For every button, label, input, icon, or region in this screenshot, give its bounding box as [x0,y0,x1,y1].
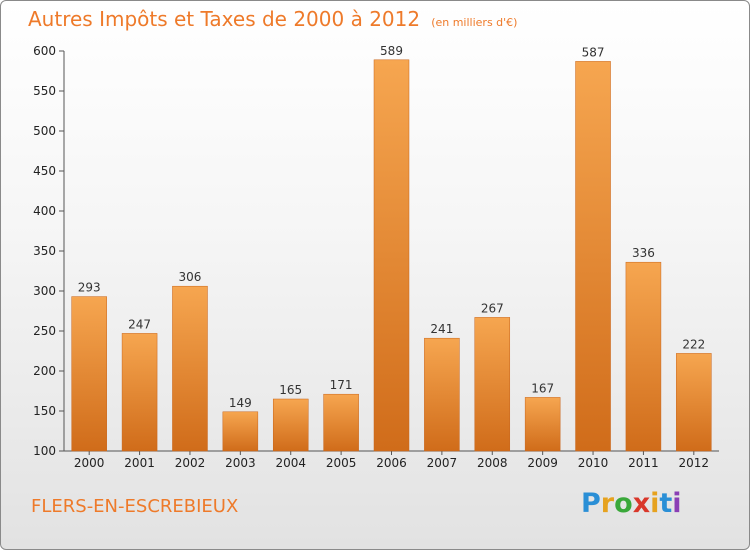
data-label-2009: 167 [531,381,554,395]
bar-2006 [373,59,410,452]
data-label-2002: 306 [179,270,202,284]
x-tick-label-2002: 2002 [175,456,206,470]
y-tick-label: 550 [33,84,56,98]
bar-2001 [121,333,158,452]
data-label-2004: 165 [279,383,302,397]
data-label-2005: 171 [330,378,353,392]
bar-2000 [71,296,107,452]
data-label-2007: 241 [430,322,453,336]
x-tick-label-2012: 2012 [679,456,710,470]
bar-2007 [424,337,460,452]
logo-letter: x [632,488,651,519]
logo-letter: t [659,488,673,519]
chart-title: Autres Impôts et Taxes de 2000 à 2012 [28,7,421,31]
y-tick-label: 350 [33,244,56,258]
data-label-2008: 267 [481,301,504,315]
x-tick-label-2004: 2004 [275,456,306,470]
x-tick-label-2001: 2001 [124,456,155,470]
bar-2002 [172,285,208,452]
x-tick-label-2008: 2008 [477,456,508,470]
x-tick-label-2007: 2007 [427,456,458,470]
bar-2004 [272,398,309,452]
x-tick-label-2009: 2009 [527,456,558,470]
data-label-2010: 587 [582,45,605,59]
x-tick-label-2010: 2010 [578,456,609,470]
y-tick-label: 300 [33,284,56,298]
bar-2008 [474,317,511,452]
y-tick-label: 100 [33,444,56,458]
data-label-2011: 336 [632,246,655,260]
bar-2005 [323,393,359,452]
bar-2010 [575,61,611,452]
bar-2012 [676,353,712,452]
y-tick-label: 450 [33,164,56,178]
data-label-2012: 222 [682,337,705,351]
data-label-2001: 247 [128,317,151,331]
bar-2003 [222,411,259,452]
logo-letter: i [672,488,682,519]
data-label-2003: 149 [229,396,252,410]
title-block: Autres Impôts et Taxes de 2000 à 2012 (e… [28,7,517,31]
y-tick-label: 250 [33,324,56,338]
data-label-2006: 589 [380,44,403,58]
y-tick-label: 200 [33,364,56,378]
proxiti-logo[interactable]: Proxiti [581,488,682,519]
x-tick-label-2003: 2003 [225,456,256,470]
x-tick-label-2006: 2006 [376,456,407,470]
y-tick-label: 150 [33,404,56,418]
chart-unit: (en milliers d'€) [431,16,518,29]
bar-2011 [625,261,662,452]
logo-letter: i [650,488,660,519]
y-tick-label: 500 [33,124,56,138]
logo-letter: P [581,488,601,519]
bar-2009 [524,397,561,452]
logo-letter: r [600,488,615,519]
x-tick-label-2000: 2000 [74,456,105,470]
city-name: FLERS-EN-ESCREBIEUX [31,496,239,517]
y-tick-label: 400 [33,204,56,218]
logo-letter: o [614,488,633,519]
y-tick-label: 600 [33,44,56,58]
data-label-2000: 293 [78,281,101,295]
x-tick-label-2005: 2005 [326,456,357,470]
x-tick-label-2011: 2011 [628,456,659,470]
